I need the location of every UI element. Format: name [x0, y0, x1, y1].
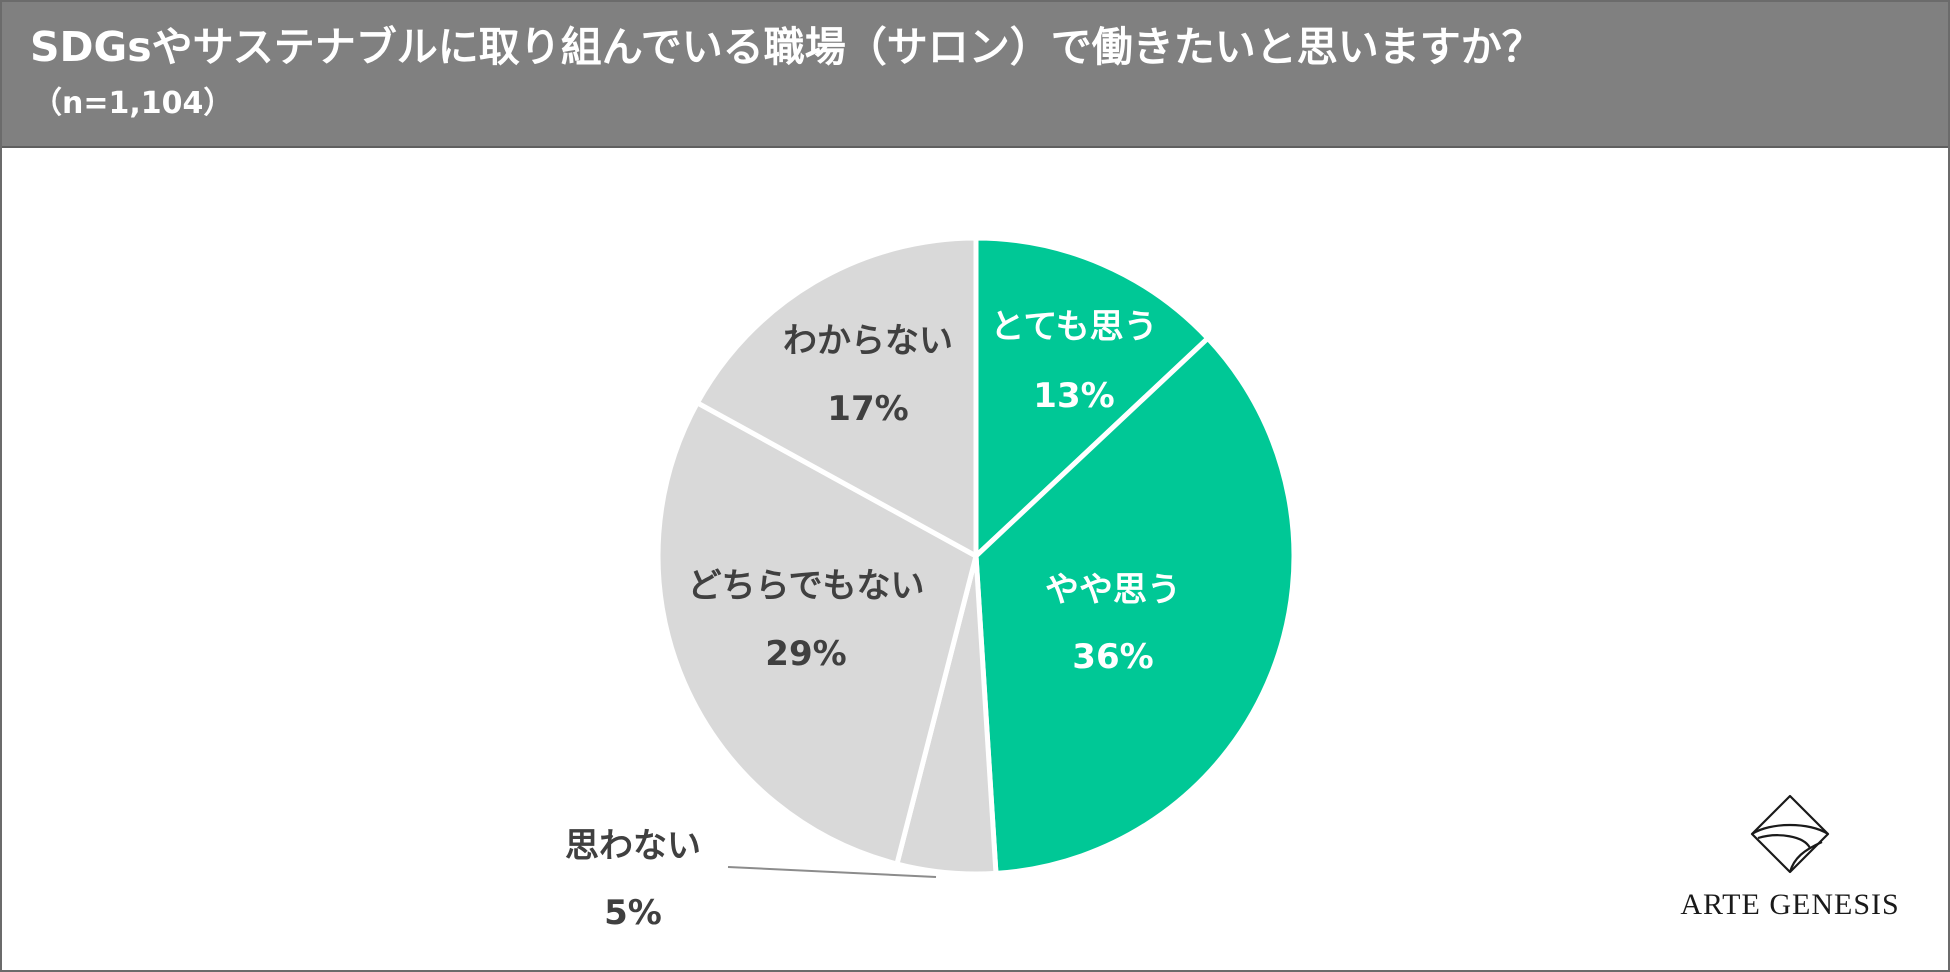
leader-line: [727, 866, 937, 878]
brand-logo-text: ARTE GENESIS: [1680, 888, 1900, 921]
pie-slice-1: [973, 235, 1211, 559]
slice-category-label: とても思う: [990, 307, 1157, 347]
arte-genesis-logo-icon: [1750, 794, 1830, 874]
slice-category-label: どちらでもない: [688, 566, 925, 606]
slice-value-label: 29%: [765, 634, 846, 674]
chart-title: SDGsやサステナブルに取り組んでいる職場（サロン）で働きたいと思いますか？: [30, 23, 1543, 71]
slice-labels: とても思う 13% やや思う 36% 思わない 5% どちらでもない 29% わからない 17%: [565, 307, 1181, 933]
slice-value-label: 17%: [827, 389, 908, 429]
brand-logo: ARTE GENESIS: [1660, 792, 1920, 932]
slice-category-label: 思わない: [565, 826, 701, 866]
leader-lines: [727, 866, 937, 878]
pie-slice-4: [655, 400, 979, 867]
slice-category-label: やや思う: [1045, 570, 1181, 610]
sample-size-label: （n=1,104）: [32, 86, 234, 121]
pie-slices: [655, 235, 1297, 877]
pie-slice-5: [694, 235, 979, 559]
slice-value-label: 5%: [604, 893, 662, 933]
slice-category-label: わからない: [783, 321, 953, 361]
header-bar: SDGsやサステナブルに取り組んでいる職場（サロン）で働きたいと思いますか？ （…: [2, 2, 1948, 148]
slice-value-label: 13%: [1033, 376, 1114, 416]
slice-value-label: 36%: [1072, 637, 1153, 677]
pie-slice-2: [973, 335, 1297, 876]
